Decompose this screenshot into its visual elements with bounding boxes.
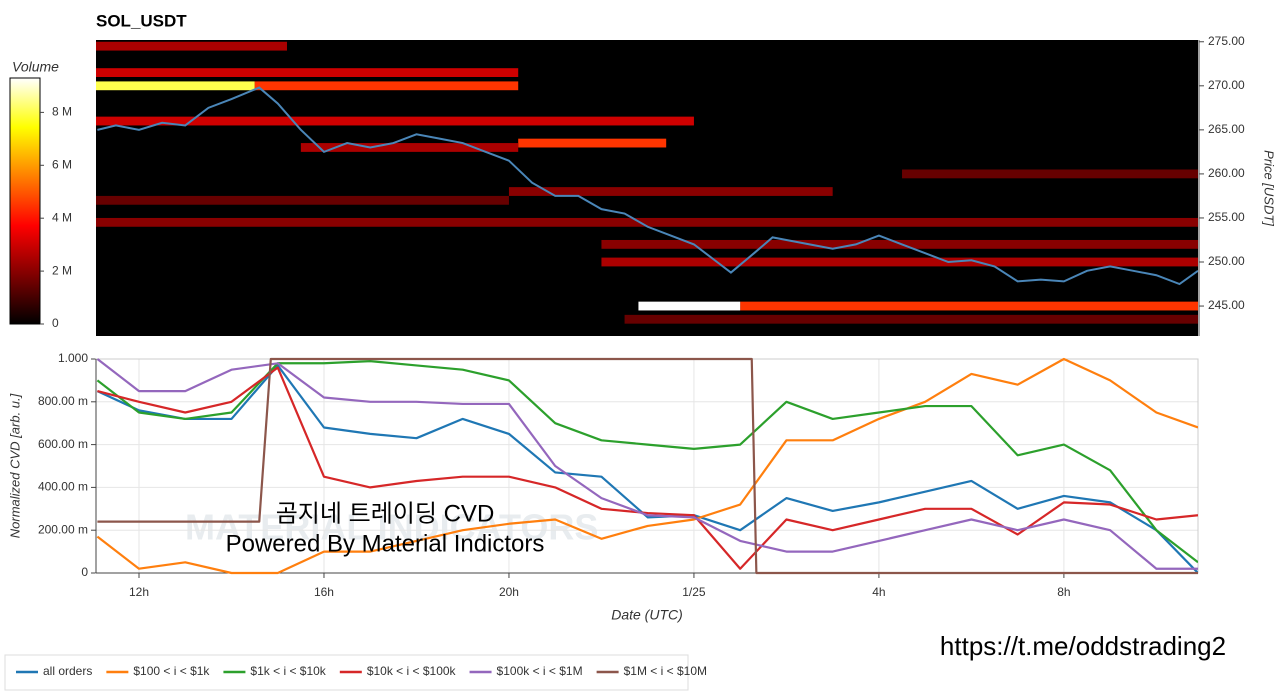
price-line — [97, 86, 1198, 286]
legend-label: $100k < i < $1M — [497, 664, 583, 678]
x-tick-label: 1/25 — [682, 585, 706, 599]
heatmap-band — [254, 81, 519, 91]
colorbar-tick-label: 8 M — [52, 105, 72, 119]
x-tick-label: 16h — [314, 585, 334, 599]
x-tick-label: 4h — [872, 585, 885, 599]
legend-label: $1M < i < $10M — [624, 664, 707, 678]
y-axis-label: Price [USDT] — [1262, 150, 1277, 226]
heatmap-band — [902, 169, 1198, 179]
lines — [96, 357, 1198, 575]
legend-label: $100 < i < $1k — [133, 664, 210, 678]
cvd-line — [96, 364, 1198, 574]
heatmap-band — [96, 68, 519, 77]
x-tick-label: 20h — [499, 585, 519, 599]
y-axis-label: Normalized CVD [arb. u.] — [7, 393, 22, 538]
y-tick-label: 1.000 — [58, 351, 88, 365]
colorbar-label: Volume — [12, 59, 59, 75]
annotation: Powered By Material Indictors — [226, 530, 545, 557]
y-tick-label: 260.00 — [1208, 166, 1245, 180]
heatmap-band — [508, 187, 833, 196]
heatmap-band — [601, 257, 1198, 267]
y-tick-label: 250.00 — [1208, 254, 1245, 268]
x-tick-label: 12h — [129, 585, 149, 599]
cvd-line — [96, 357, 1198, 575]
heatmap-band — [96, 116, 694, 126]
y-tick-label: 275.00 — [1208, 34, 1245, 48]
legend-label: all orders — [43, 664, 92, 678]
annotation: 곰지네 트레이딩 CVD — [276, 500, 495, 527]
cvd-line — [97, 357, 1198, 575]
legend-label: $10k < i < $100k — [367, 664, 457, 678]
colorbar-tick-label: 0 — [52, 316, 59, 330]
colorbar — [9, 77, 41, 325]
y-tick-label: 255.00 — [1208, 210, 1245, 224]
y-tick-label: 265.00 — [1208, 122, 1245, 136]
footer-link: https://t.me/oddstrading2 — [940, 631, 1226, 661]
colorbar-tick-label: 4 M — [52, 210, 72, 224]
heatmap-band — [638, 301, 741, 311]
x-axis-label: Date (UTC) — [611, 607, 683, 623]
heatmap-band — [96, 195, 509, 205]
heatmap-band — [96, 81, 255, 91]
heatmap-band — [96, 217, 1198, 227]
y-tick-label: 200.00 m — [38, 522, 88, 536]
heatmap-band — [740, 301, 1198, 311]
y-tick-label: 270.00 — [1208, 78, 1245, 92]
chart-title: SOL_USDT — [96, 11, 187, 30]
cvd-line — [97, 366, 1198, 570]
heatmap-band — [300, 143, 519, 152]
x-tick-label: 8h — [1057, 585, 1070, 599]
y-tick-label: 400.00 m — [38, 480, 88, 494]
colorbar-tick-label: 2 M — [52, 263, 72, 277]
heatmap-band — [518, 138, 667, 148]
y-tick-label: 600.00 m — [38, 437, 88, 451]
colorbar-tick-label: 6 M — [52, 157, 72, 171]
heatmap-band — [96, 41, 287, 51]
legend-label: $1k < i < $10k — [250, 664, 326, 678]
y-tick-label: 0 — [81, 565, 88, 579]
watermark: MATERIAL INDICATORS — [185, 507, 598, 548]
cvd-line — [96, 358, 1198, 570]
y-tick-label: 245.00 — [1208, 298, 1245, 312]
heatmap-band — [624, 314, 1198, 324]
y-tick-label: 800.00 m — [38, 394, 88, 408]
